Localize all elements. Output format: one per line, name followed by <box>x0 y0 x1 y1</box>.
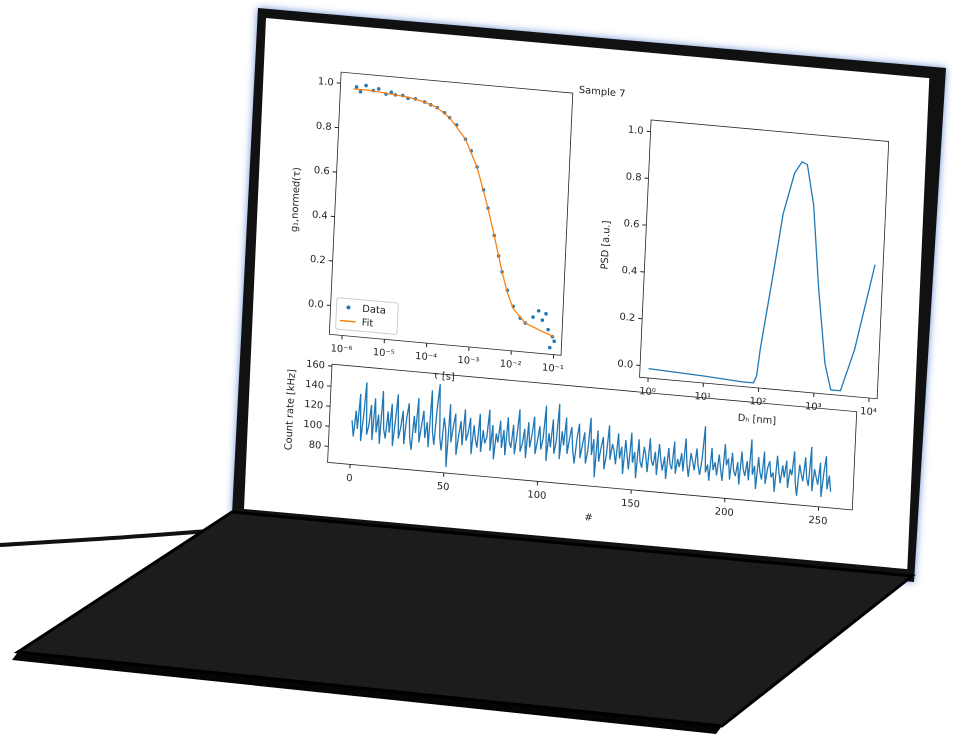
y-axis-label: PSD [a.u.] <box>600 220 613 270</box>
y-tick-label: 100 <box>303 419 322 432</box>
y-tick-label: 0.4 <box>312 210 328 222</box>
y-tick-label: 120 <box>304 399 323 412</box>
y-tick-label: 0.2 <box>619 312 635 324</box>
x-tick-label: 10⁻⁵ <box>373 347 395 360</box>
x-tick-label: 10⁻³ <box>457 355 479 368</box>
x-axis-label: # <box>584 512 593 524</box>
x-tick-label: 200 <box>715 506 734 519</box>
y-tick-label: 1.0 <box>318 76 334 88</box>
y-tick-label: 0.8 <box>626 171 642 183</box>
screen: 0.0 0.2 0.4 0.6 0.8 1.0 10⁻⁶ 10⁻⁵ 10⁻⁴ 10⁻³ 10⁻² 10… <box>244 18 929 569</box>
legend-label: Fit <box>361 318 373 330</box>
x-tick-label: 0 <box>346 473 353 484</box>
x-tick-label: 50 <box>437 481 450 493</box>
y-tick-label: 0.6 <box>314 165 330 177</box>
legend-box <box>336 298 399 335</box>
x-tick-label: 10⁻⁴ <box>415 351 437 364</box>
x-tick-label: 150 <box>621 498 640 511</box>
y-tick-label: 80 <box>309 440 322 452</box>
x-axis-label: τ [s] <box>433 370 455 383</box>
y-tick-label: 0.0 <box>617 359 633 371</box>
x-tick-label: 10⁻¹ <box>542 362 564 375</box>
x-tick-label: 10⁻² <box>500 359 522 372</box>
y-tick-label: 0.0 <box>308 298 324 310</box>
y-tick-label: 140 <box>305 379 324 392</box>
x-tick-label: 10⁴ <box>860 406 877 418</box>
y-tick-label: 0.2 <box>310 254 326 266</box>
x-tick-label: 10⁻⁶ <box>330 343 352 356</box>
x-tick-label: 250 <box>808 515 827 528</box>
y-tick-label: 0.6 <box>623 218 639 230</box>
y-tick-label: 1.0 <box>628 125 644 137</box>
y-tick-label: 0.4 <box>621 265 637 277</box>
y-tick-label: 160 <box>306 359 325 372</box>
legend-label: Data <box>362 304 386 317</box>
x-tick-label: 100 <box>527 489 546 502</box>
y-tick-label: 0.8 <box>316 121 332 133</box>
